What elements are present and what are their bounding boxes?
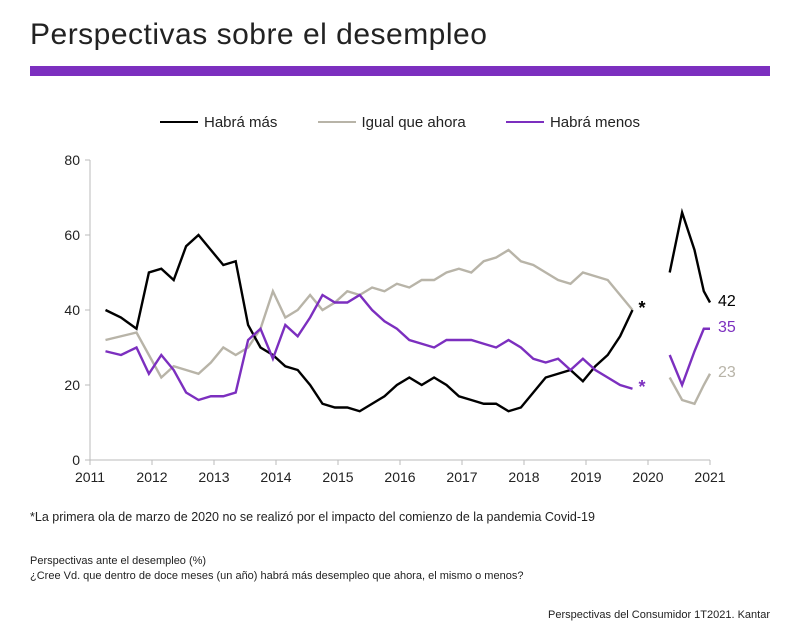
legend-label-menos: Habrá menos	[550, 114, 640, 131]
svg-text:2016: 2016	[384, 469, 415, 485]
chart-title: Perspectivas sobre el desempleo	[30, 18, 487, 52]
legend-swatch-igual	[318, 121, 356, 123]
legend-swatch-mas	[160, 121, 198, 123]
svg-text:2021: 2021	[694, 469, 725, 485]
svg-text:2013: 2013	[198, 469, 229, 485]
svg-text:2011: 2011	[75, 469, 105, 485]
svg-text:2018: 2018	[508, 469, 539, 485]
svg-text:2017: 2017	[446, 469, 477, 485]
legend-label-mas: Habrá más	[204, 114, 277, 131]
svg-text:20: 20	[64, 377, 80, 393]
svg-text:2012: 2012	[136, 469, 167, 485]
legend-item-mas: Habrá más	[160, 114, 277, 131]
svg-text:*: *	[639, 298, 646, 318]
legend-label-igual: Igual que ahora	[362, 114, 466, 131]
chart-svg: 0 20 40 60 80 2011 2012 2013 2014 2015 2016 2017 201…	[60, 150, 750, 490]
svg-text:0: 0	[72, 452, 80, 468]
end-label-menos: 35	[718, 319, 736, 337]
svg-text:2015: 2015	[322, 469, 353, 485]
line-chart: 0 20 40 60 80 2011 2012 2013 2014 2015 2016 2017 201…	[60, 150, 750, 490]
svg-text:2019: 2019	[570, 469, 601, 485]
svg-text:*: *	[639, 377, 646, 397]
footnote: *La primera ola de marzo de 2020 no se r…	[30, 510, 595, 524]
legend-item-menos: Habrá menos	[506, 114, 640, 131]
end-label-igual: 23	[718, 364, 736, 382]
svg-text:40: 40	[64, 302, 80, 318]
sub-question-line2: ¿Cree Vd. que dentro de doce meses (un a…	[30, 570, 523, 582]
legend-swatch-menos	[506, 121, 544, 123]
accent-bar	[30, 66, 770, 76]
sub-question-line1: Perspectivas ante el desempleo (%)	[30, 555, 206, 567]
svg-text:2020: 2020	[632, 469, 663, 485]
svg-text:2014: 2014	[260, 469, 291, 485]
legend: Habrá más Igual que ahora Habrá menos	[0, 110, 800, 131]
svg-text:80: 80	[64, 152, 80, 168]
end-label-mas: 42	[718, 293, 736, 311]
svg-text:60: 60	[64, 227, 80, 243]
legend-item-igual: Igual que ahora	[318, 114, 466, 131]
source-line: Perspectivas del Consumidor 1T2021. Kant…	[548, 609, 770, 621]
